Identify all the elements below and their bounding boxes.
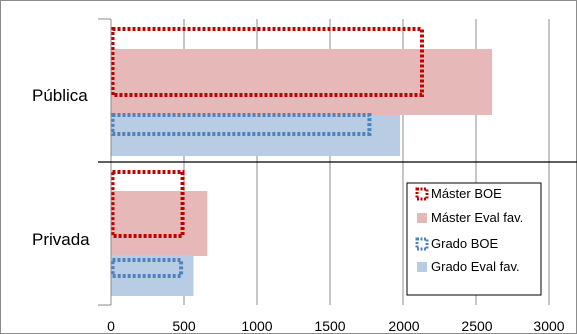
legend-label-grado-eval-fav: Grado Eval fav. (431, 259, 520, 274)
bar-master-boe-publica (110, 27, 424, 97)
legend-key-master-eval-fav (417, 213, 427, 223)
legend-label-grado-boe: Grado BOE (431, 236, 499, 251)
legend-label-master-eval-fav: Máster Eval fav. (431, 210, 523, 225)
bars (110, 27, 493, 296)
category-label-privada: Privada (32, 230, 90, 249)
x-tick-label-3000: 3000 (533, 318, 564, 334)
legend-key-grado-eval-fav (417, 262, 427, 272)
x-tick-labels: 0 500 1000 1500 2000 2500 3000 (107, 318, 565, 334)
x-tick-label-0: 0 (107, 318, 115, 334)
bar-master-eval-fav-privada (111, 191, 208, 256)
legend-label-master-boe: Máster BOE (431, 186, 502, 201)
bar-grado-boe-privada (110, 258, 184, 278)
axes (98, 18, 577, 306)
category-label-publica: Pública (32, 86, 88, 105)
x-tick-label-1000: 1000 (241, 318, 272, 334)
legend-key-grado-boe (415, 237, 429, 251)
x-tick-label-2000: 2000 (388, 318, 419, 334)
x-tick-label-500: 500 (172, 318, 196, 334)
bar-master-eval-fav-publica (111, 49, 493, 115)
bar-master-boe-privada (110, 170, 185, 238)
legend-box (406, 182, 542, 296)
x-tick-label-2500: 2500 (461, 318, 492, 334)
x-tick-label-1500: 1500 (314, 318, 345, 334)
legend-key-master-boe (415, 187, 429, 201)
bar-grado-boe-publica (110, 113, 372, 136)
legend: Máster BOE Máster Eval fav. Grado BOE Gr… (406, 182, 542, 296)
